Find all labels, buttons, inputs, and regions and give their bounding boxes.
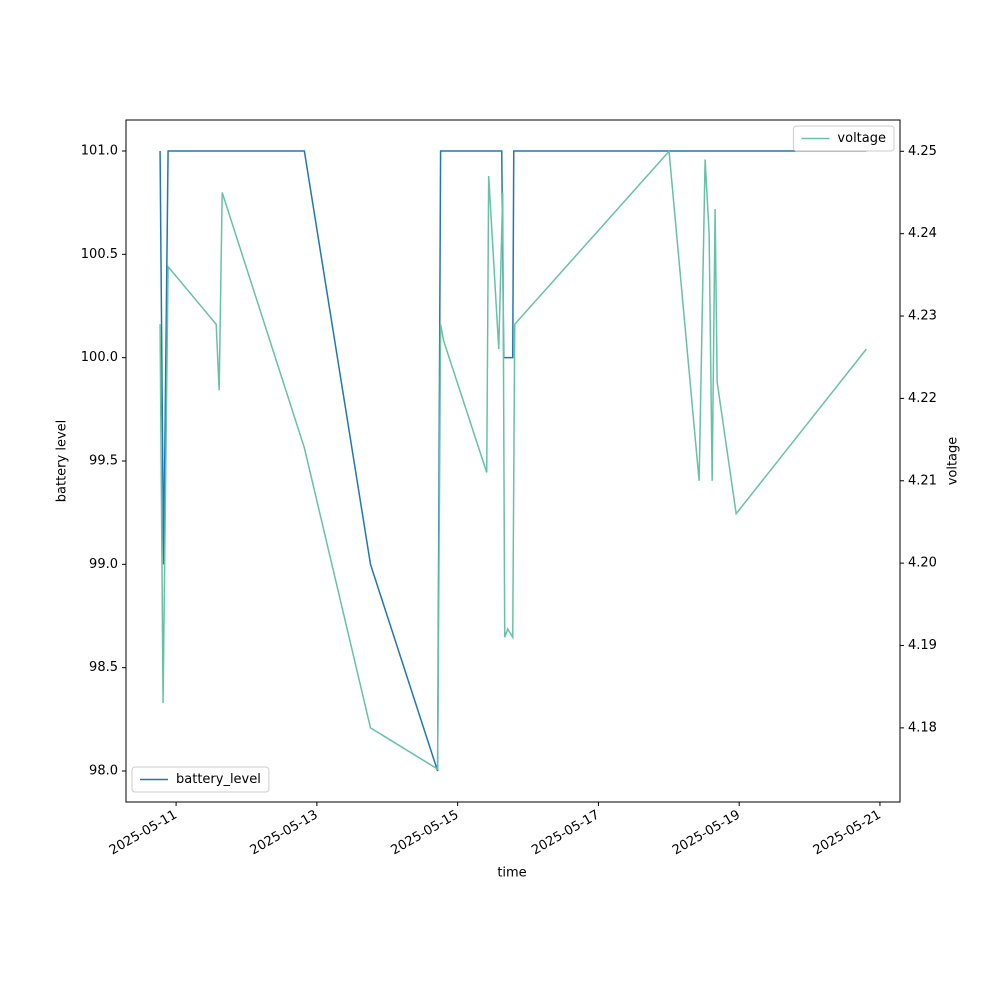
x-tick-label: 2025-05-11 xyxy=(107,808,180,859)
y2-tick-label: 4.23 xyxy=(908,309,937,324)
y2-tick-label: 4.25 xyxy=(908,144,937,159)
y2-tick-label: 4.20 xyxy=(908,556,937,571)
legend-box xyxy=(792,125,895,152)
x-tick-label: 2025-05-21 xyxy=(811,808,884,859)
y-axis-label: battery level xyxy=(55,420,70,503)
y2-tick-label: 4.21 xyxy=(908,473,937,488)
x-axis-label: time xyxy=(497,866,526,881)
legend: voltage xyxy=(792,125,895,152)
y2-axis-label: voltage xyxy=(946,437,961,486)
y-tick-label: 100.5 xyxy=(81,247,118,262)
y2-tick-label: 4.22 xyxy=(908,391,937,406)
y-tick-label: 99.5 xyxy=(89,454,118,469)
y-tick-label: 100.0 xyxy=(81,350,118,365)
y-tick-label: 98.0 xyxy=(89,764,118,779)
y2-tick-label: 4.24 xyxy=(908,226,937,241)
legend-label: battery_level xyxy=(176,772,261,787)
x-tick-label: 2025-05-13 xyxy=(248,808,321,859)
y-tick-label: 99.0 xyxy=(89,557,118,572)
series-line xyxy=(159,149,868,771)
plot-frame xyxy=(125,119,901,803)
x-tick-label: 2025-05-17 xyxy=(529,808,602,859)
y-tick-label: 98.5 xyxy=(89,660,118,675)
legend-label: voltage xyxy=(837,131,886,146)
y2-tick-label: 4.19 xyxy=(908,638,937,653)
y-tick-label: 101.0 xyxy=(81,144,118,159)
x-tick-label: 2025-05-19 xyxy=(670,808,743,859)
legend: battery_level xyxy=(131,766,270,793)
x-tick-label: 2025-05-15 xyxy=(388,808,461,859)
y2-tick-label: 4.18 xyxy=(908,720,937,735)
legend-box xyxy=(131,766,270,793)
